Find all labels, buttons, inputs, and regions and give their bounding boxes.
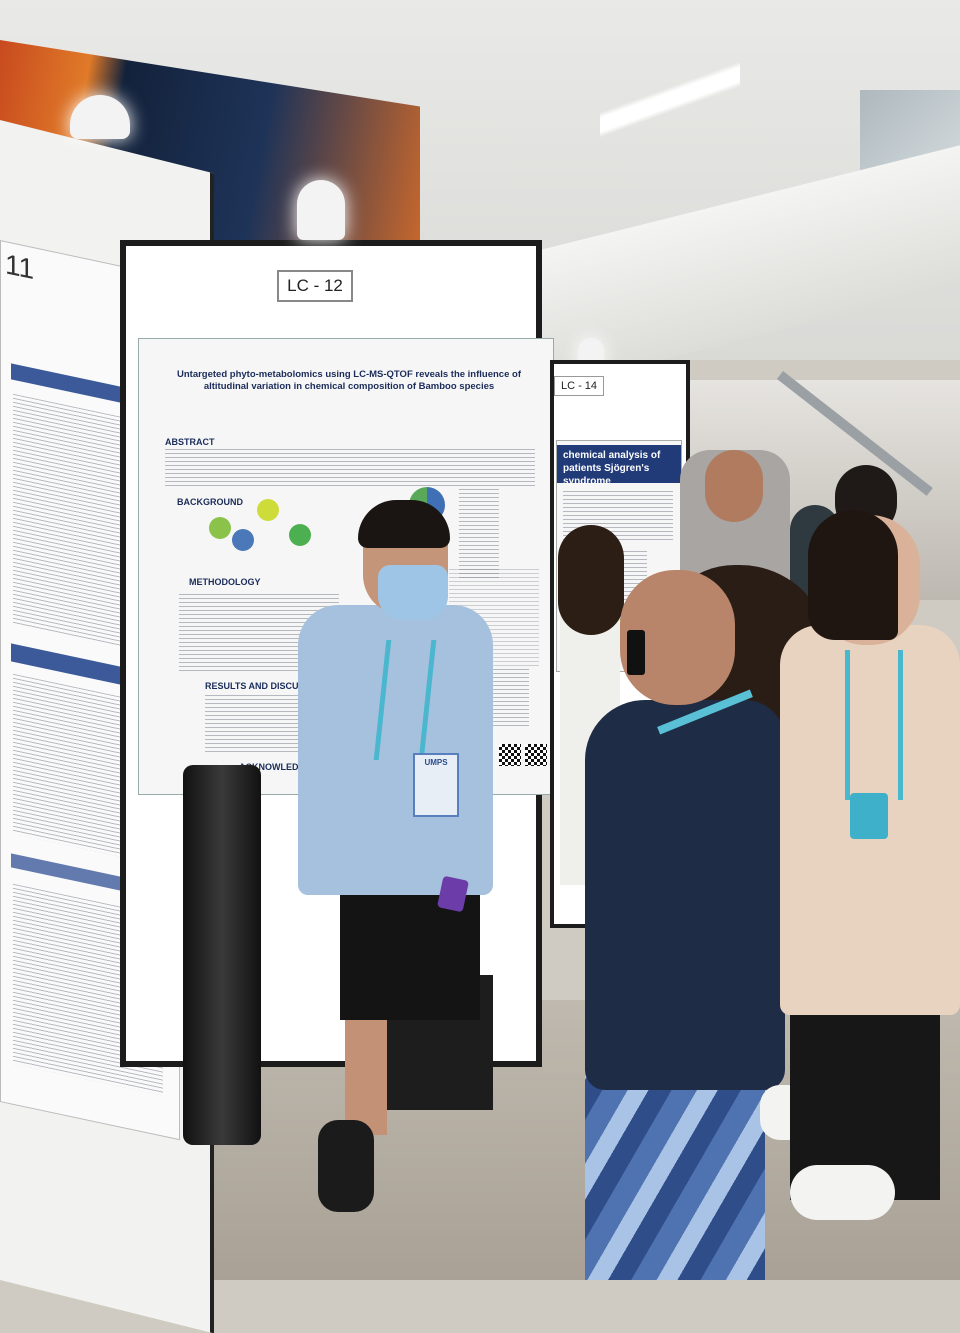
man-leg: [345, 1015, 387, 1135]
background-heading: BACKGROUND: [177, 497, 243, 507]
face-mask: [378, 565, 448, 620]
woman2-hair: [808, 510, 898, 640]
clip-lamp: [70, 95, 130, 139]
woman2-badge: [850, 793, 888, 839]
results-plot: [205, 695, 305, 755]
woman-cardigan: [585, 700, 785, 1090]
far-board-label: LC - 14: [554, 376, 604, 396]
poster-title: Untargeted phyto-metabolomics using LC-M…: [177, 369, 521, 392]
far-poster-title: chemical analysis of patients Sjögren's …: [557, 445, 681, 487]
man-shoe: [318, 1120, 374, 1212]
clip-lamp: [297, 180, 345, 240]
left-board-number: 11: [5, 248, 35, 286]
man-hair: [358, 500, 450, 548]
diagram-node: [209, 517, 231, 539]
background-man-head: [705, 450, 763, 522]
bar-chart: [459, 489, 499, 579]
qr-code: [499, 744, 521, 766]
man-polo-shirt: [298, 605, 493, 895]
qr-code: [525, 744, 547, 766]
results-heading: RESULTS AND DISCUSSION: [205, 681, 327, 691]
badge-text: UMPS: [424, 758, 448, 767]
diagram-node: [289, 524, 311, 546]
poster-tube: [183, 765, 261, 1145]
ceiling-light-strip: [600, 0, 740, 230]
methodology-heading: METHODOLOGY: [189, 577, 261, 587]
woman-phone: [627, 630, 645, 675]
abstract-heading: ABSTRACT: [165, 437, 215, 447]
board-label: LC - 12: [277, 270, 353, 302]
sneaker: [790, 1165, 895, 1220]
background-woman-hair: [558, 525, 624, 635]
diagram-node: [232, 529, 254, 551]
woman2-lanyard: [845, 650, 903, 800]
man-name-badge: UMPS: [413, 753, 459, 817]
abstract-text: [165, 449, 535, 489]
acknowledgements-heading: ACKNOWLEDGEMENTS: [239, 762, 343, 772]
diagram-node: [257, 499, 279, 521]
